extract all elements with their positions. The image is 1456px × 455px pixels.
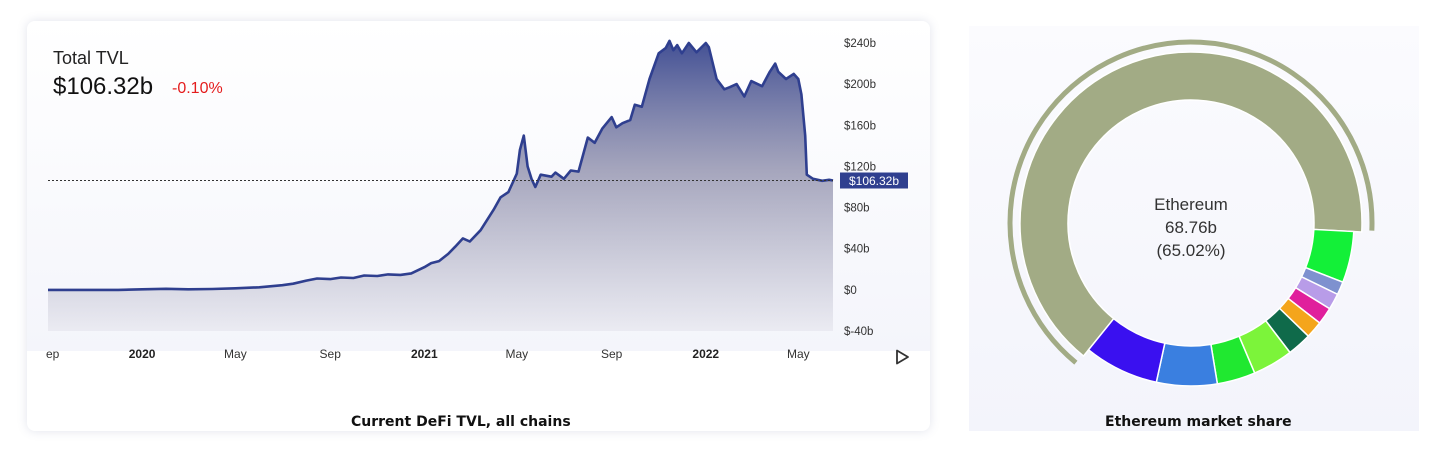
x-tick-label: May <box>224 347 247 361</box>
y-tick-label: $0 <box>844 285 857 297</box>
tvl-value: $106.32b <box>53 73 154 100</box>
tvl-chart-caption: Current DeFi TVL, all chains <box>351 414 571 430</box>
center-label-percent: (65.02%) <box>1157 241 1226 260</box>
tvl-series-line <box>48 39 834 292</box>
x-tick-label: ep <box>46 347 60 361</box>
tvl-area-fill <box>48 40 833 332</box>
tvl-change: -0.10% <box>172 80 223 97</box>
center-label-value: 68.76b <box>1165 218 1217 237</box>
slice-ethereum <box>1019 51 1363 358</box>
x-tick-label: 2020 <box>129 347 156 361</box>
x-tick-label: Sep <box>601 347 623 361</box>
y-tick-label: $200b <box>844 79 876 91</box>
ethereum-highlight-arc <box>1007 39 1375 365</box>
x-tick-label: May <box>787 347 810 361</box>
center-label-name: Ethereum <box>1154 195 1228 214</box>
x-tick-label: 2022 <box>692 347 719 361</box>
y-tick-label: $160b <box>844 120 876 132</box>
y-tick-label: $40b <box>844 244 870 256</box>
slice-2 <box>1155 342 1219 387</box>
y-tick-label: $-40b <box>844 326 873 338</box>
current-value-tag-bg <box>840 172 908 189</box>
tvl-area-chart[interactable]: $106.32b $-40b $0 $40b $80b $120b $160b $200b $2… <box>27 21 930 431</box>
y-tick-label: $240b <box>844 38 876 50</box>
y-tick-label: $120b <box>844 161 876 173</box>
x-tick-label: Sep <box>320 347 342 361</box>
market-share-panel: Ethereum 68.76b (65.02%) Ethereum market s… <box>969 26 1419 431</box>
tvl-panel: $106.32b $-40b $0 $40b $80b $120b $160b $200b $2… <box>27 21 930 431</box>
donut-chart-caption: Ethereum market share <box>1105 414 1292 430</box>
y-tick-label: $80b <box>844 203 870 215</box>
play-icon[interactable] <box>894 349 910 365</box>
current-value-tag-label: $106.32b <box>849 174 899 188</box>
current-value-tag: $106.32b <box>840 172 908 189</box>
x-tick-label: 2021 <box>411 347 438 361</box>
tvl-label: Total TVL <box>53 48 129 68</box>
market-share-donut[interactable]: Ethereum 68.76b (65.02%) <box>969 26 1419 431</box>
slice-1 <box>1087 317 1166 384</box>
x-tick-label: May <box>506 347 529 361</box>
